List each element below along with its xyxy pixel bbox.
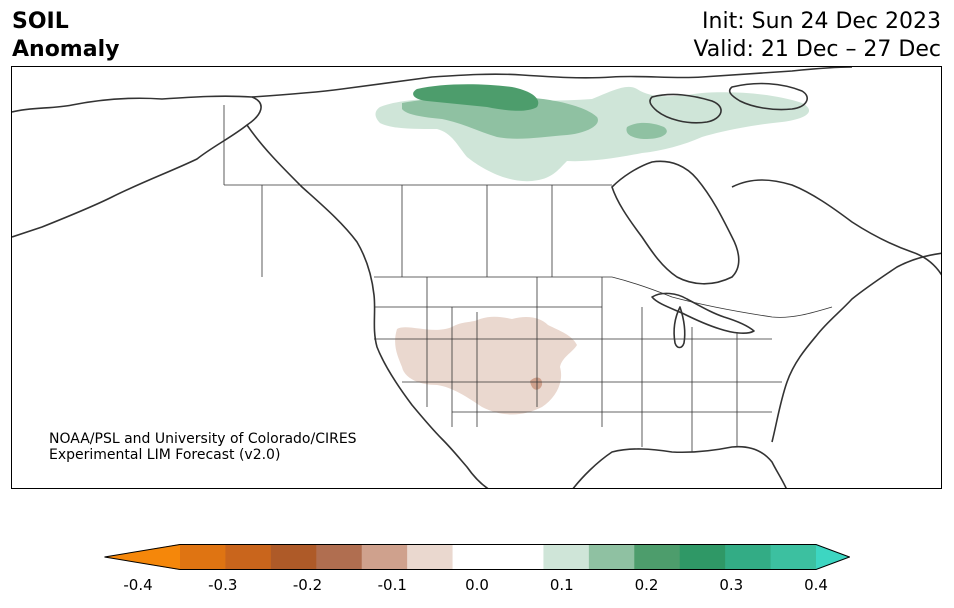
gulf-coastline <box>572 445 787 488</box>
arctic-islands-east <box>728 82 808 111</box>
init-date-label: Init: Sun 24 Dec 2023 <box>702 9 941 34</box>
colorbar-tick-label: -0.4 <box>123 576 153 594</box>
colorbar-bin <box>316 544 363 570</box>
colorbar-under-arrow <box>104 544 180 570</box>
colorbar-tick-label: 0.4 <box>804 576 828 594</box>
colorbar-bin <box>225 544 272 570</box>
valid-date-label: Valid: 21 Dec – 27 Dec <box>693 37 941 62</box>
coastlines <box>12 67 941 488</box>
credit-line2: Experimental LIM Forecast (v2.0) <box>49 447 281 463</box>
colorbar-outline <box>104 544 850 570</box>
credit-text: NOAA/PSL and University of Colorado/CIRE… <box>49 431 357 463</box>
positive-anomaly-regions <box>375 84 810 182</box>
anomaly-region-medium-green <box>402 97 598 139</box>
colorbar-bin <box>361 544 408 570</box>
hudson-bay-coastline <box>611 160 740 285</box>
variable-title-line2: Anomaly <box>12 37 120 62</box>
labrador-coast <box>731 179 941 276</box>
colorbar-tick-label: -0.3 <box>208 576 238 594</box>
colorbar-bin <box>543 544 590 570</box>
political-boundaries <box>223 105 833 452</box>
colorbar-bin <box>679 544 726 570</box>
colorbar-tick-label: 0.3 <box>719 576 744 594</box>
great-lakes <box>651 292 755 334</box>
colorbar-bins <box>180 544 817 570</box>
colorbar-tick-label: -0.2 <box>292 576 323 594</box>
credit-line1: NOAA/PSL and University of Colorado/CIRE… <box>49 431 357 447</box>
date-title: Init: Sun 24 Dec 2023 Valid: 21 Dec – 27… <box>693 8 941 64</box>
atlantic-coastline <box>771 252 941 443</box>
anomaly-region-light-tan <box>395 316 577 415</box>
negative-anomaly-regions <box>395 316 577 415</box>
pacific-coastline <box>12 95 262 238</box>
colorbar-bin <box>770 544 817 570</box>
colorbar-bin <box>588 544 635 570</box>
colorbar-over-arrow <box>816 544 849 570</box>
arctic-islands <box>649 93 722 124</box>
colorbar-bin <box>725 544 772 570</box>
map-panel <box>11 66 942 489</box>
colorbar-bin <box>180 544 226 570</box>
colorbar-bin <box>407 544 454 570</box>
arctic-coastline <box>251 67 853 98</box>
colorbar-tick-label: 0.1 <box>549 576 574 594</box>
west-coast-canada-us <box>246 124 489 488</box>
anomaly-region-medium-green-east <box>626 122 667 139</box>
us-canada-border-east <box>611 276 833 318</box>
colorbar-bin <box>452 544 544 570</box>
great-lakes-michigan <box>673 306 686 349</box>
variable-title: SOIL Anomaly <box>12 8 119 64</box>
colorbar-tick-labels: -0.4 -0.3 -0.2 -0.1 0.0 0.1 0.2 0.3 0.4 <box>0 576 954 598</box>
variable-title-line1: SOIL <box>12 9 69 34</box>
anomaly-region-tan <box>530 377 543 390</box>
map-canvas <box>12 67 941 488</box>
anomaly-region-dark-green <box>413 84 539 111</box>
colorbar-tick-label: 0.0 <box>465 576 489 594</box>
colorbar-tick-label: -0.1 <box>377 576 407 594</box>
colorbar-tick-label: 0.2 <box>634 576 659 594</box>
colorbar <box>104 544 850 570</box>
colorbar-bin <box>270 544 317 570</box>
colorbar-bin <box>634 544 681 570</box>
